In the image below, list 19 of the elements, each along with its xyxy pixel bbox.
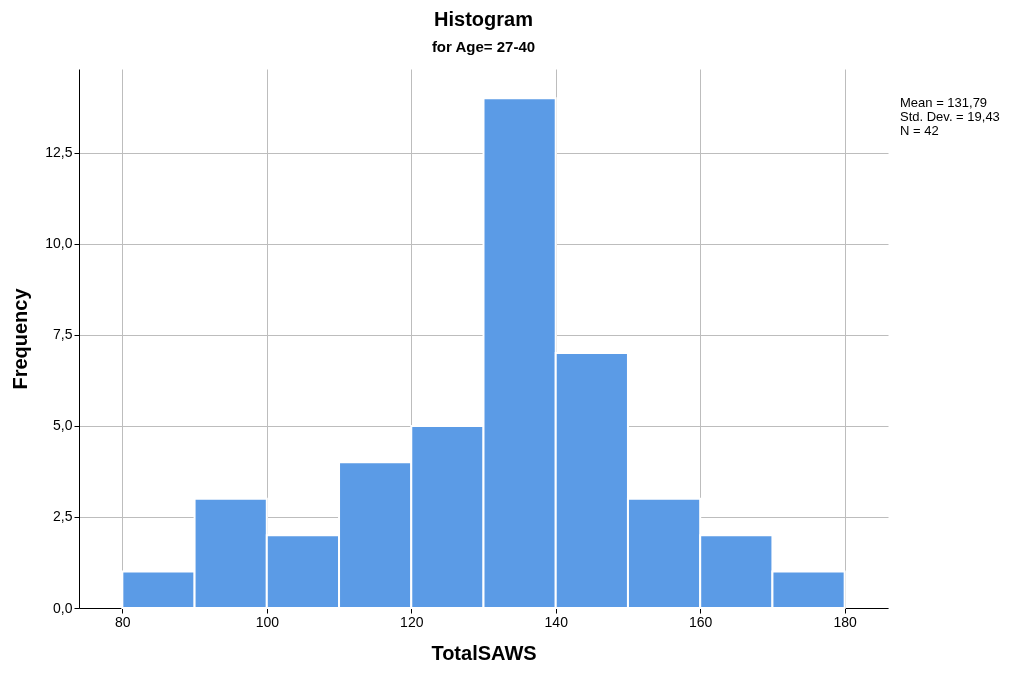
chart-title: Histogram [434,8,533,30]
x-axis-title: TotalSAWS [431,641,537,664]
text: N = 42 [900,123,939,138]
y-axis-title: Frequency [9,287,32,390]
y-tick-label: 5,0 [53,417,73,434]
y-tick-label: 7,5 [53,326,73,343]
y-tick-label: 10,0 [45,235,73,252]
chart-subtitle: for Age= 27-40 [431,38,536,55]
x-tick-label: 120 [400,613,424,630]
x-tick-label: 180 [833,613,858,630]
x-tick-label: 140 [544,613,569,630]
text: Std. Dev. = 19,43 [900,109,1000,124]
x-tick-label: 160 [689,613,713,630]
text: Mean = 131,79 [900,95,988,110]
y-tick-label: 12,5 [45,144,73,161]
y-tick-label: 2,5 [53,508,73,525]
y-tick-label: 0,0 [53,599,73,616]
x-tick-label: 80 [115,613,131,630]
x-tick-label: 100 [255,613,280,630]
